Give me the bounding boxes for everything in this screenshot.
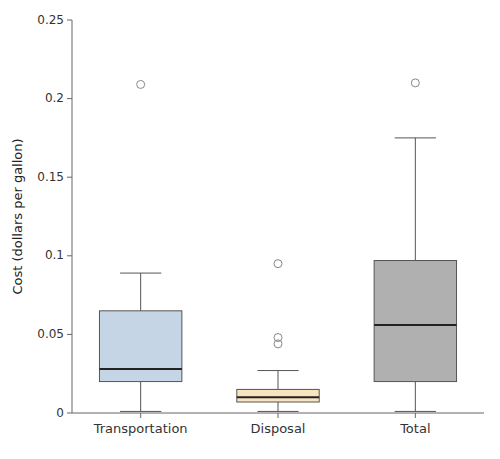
y-tick [67,413,72,414]
box [99,311,181,382]
chart: 0 0.05 0.1 0.15 0.2 0.25 Cost (dollars per gal… [0,0,500,459]
whisker-low [140,382,141,412]
x-tick [278,413,279,418]
y-tick-label: 0.25 [37,13,64,27]
whisker-low [278,402,279,411]
x-tick-label: Disposal [251,421,306,436]
cap-low [257,411,298,412]
y-tick-label: 0.05 [37,327,64,341]
cap-low [120,411,161,412]
whisker-low [415,382,416,412]
cap-high [257,370,298,371]
y-tick-label: 0 [56,406,64,420]
y-tick [67,98,72,99]
x-tick [415,413,416,418]
y-tick [67,20,72,21]
x-tick [140,413,141,418]
flier [137,80,145,88]
flier [274,260,282,268]
cap-low [395,411,436,412]
x-tick-label: Total [399,421,430,436]
box [374,261,456,382]
median [237,396,319,398]
box [237,389,319,402]
y-tick-label: 0.2 [45,91,64,105]
y-tick-label: 0.1 [45,248,64,262]
cap-high [395,137,436,138]
x-tick-label: Transportation [93,421,188,436]
y-tick-label: 0.15 [37,170,64,184]
box-group [99,80,181,411]
y-axis-label: Cost (dollars per gallon) [10,138,25,294]
y-axis-line [72,20,73,413]
median [374,324,456,326]
whisker-high [140,273,141,311]
y-tick [67,177,72,178]
box-group [237,260,319,412]
whisker-high [278,371,279,390]
median [99,368,181,370]
y-tick [67,334,72,335]
y-tick [67,255,72,256]
y-axis: 0 0.05 0.1 0.15 0.2 0.25 [37,13,484,420]
cap-high [120,273,161,274]
plot-area [99,79,456,412]
flier [274,334,282,342]
whisker-high [415,138,416,261]
box-group [374,79,456,412]
flier [411,79,419,87]
